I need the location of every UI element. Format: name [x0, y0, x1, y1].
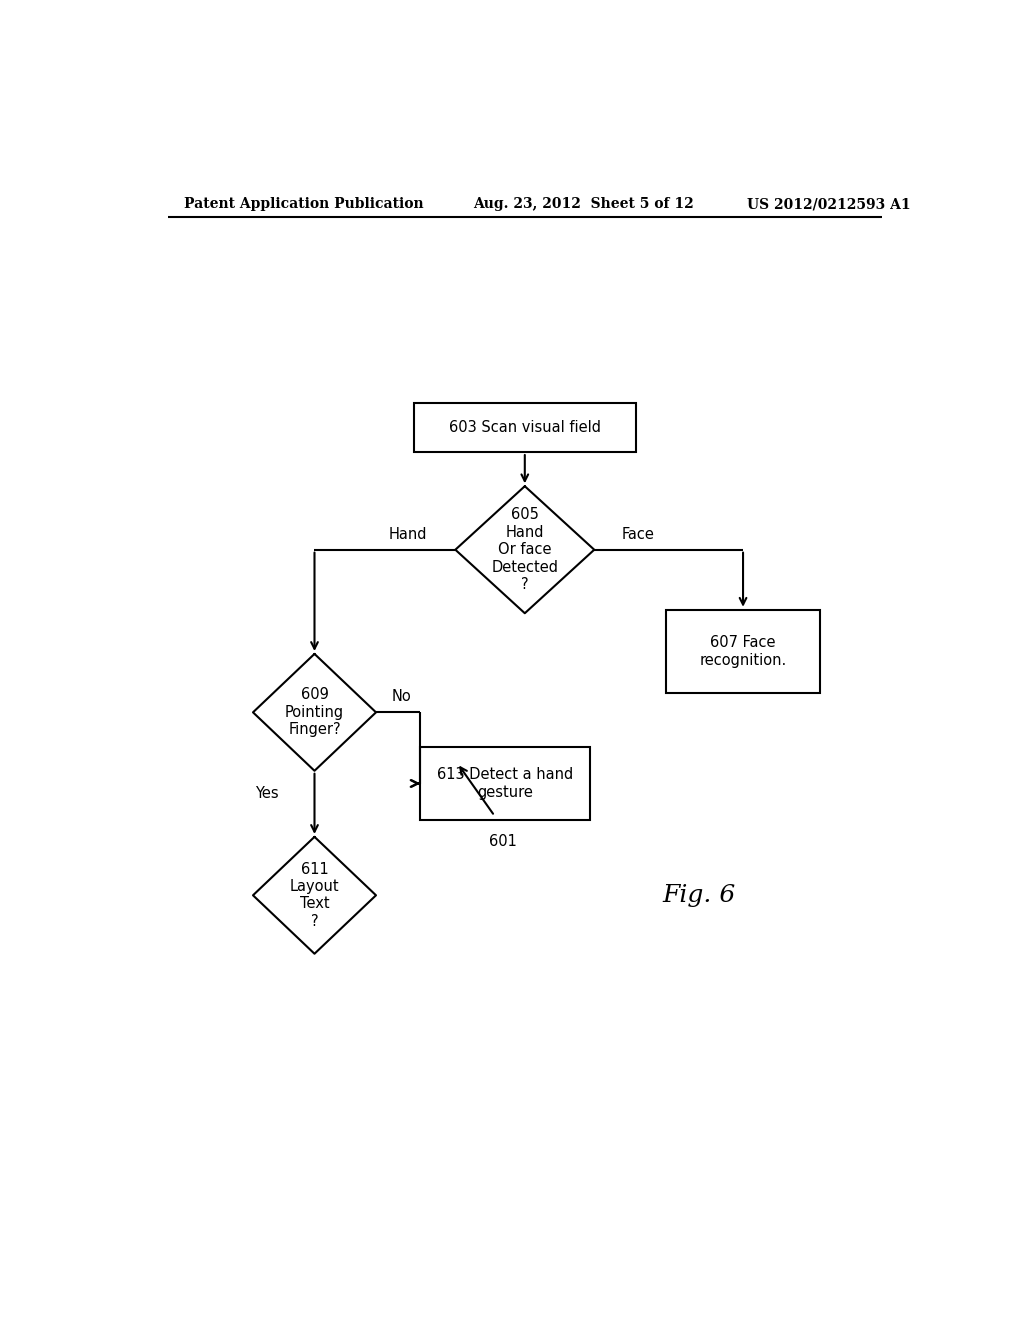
- Text: Patent Application Publication: Patent Application Publication: [183, 197, 423, 211]
- FancyBboxPatch shape: [414, 404, 636, 453]
- Text: 613 Detect a hand
gesture: 613 Detect a hand gesture: [437, 767, 573, 800]
- Text: Hand: Hand: [388, 527, 427, 541]
- Text: Yes: Yes: [255, 785, 279, 801]
- Text: Aug. 23, 2012  Sheet 5 of 12: Aug. 23, 2012 Sheet 5 of 12: [473, 197, 694, 211]
- Text: 605
Hand
Or face
Detected
?: 605 Hand Or face Detected ?: [492, 507, 558, 591]
- Text: 603 Scan visual field: 603 Scan visual field: [449, 420, 601, 436]
- Text: 607 Face
recognition.: 607 Face recognition.: [699, 635, 786, 668]
- Text: 601: 601: [488, 834, 516, 849]
- Text: No: No: [392, 689, 412, 704]
- Text: 611
Layout
Text
?: 611 Layout Text ?: [290, 862, 339, 929]
- FancyBboxPatch shape: [420, 747, 590, 820]
- Text: US 2012/0212593 A1: US 2012/0212593 A1: [748, 197, 910, 211]
- FancyBboxPatch shape: [666, 610, 820, 693]
- Text: 609
Pointing
Finger?: 609 Pointing Finger?: [285, 688, 344, 738]
- Text: Face: Face: [622, 527, 654, 541]
- Text: Fig. 6: Fig. 6: [663, 884, 736, 907]
